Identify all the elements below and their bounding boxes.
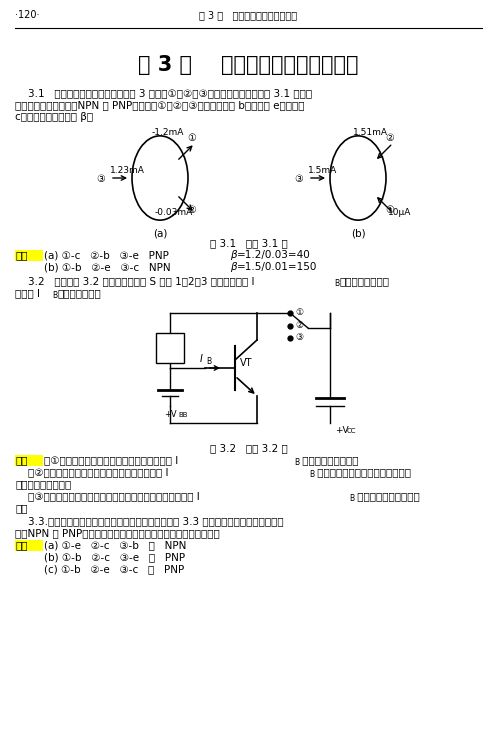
Text: 就等于此导通电流。: 就等于此导通电流。 xyxy=(299,455,358,465)
Text: 小。: 小。 xyxy=(15,503,27,513)
Text: (a) ①-e   ②-c   ③-b   硅   NPN: (a) ①-e ②-c ③-b 硅 NPN xyxy=(44,540,186,550)
Text: CC: CC xyxy=(347,428,356,434)
Text: R: R xyxy=(166,337,173,347)
Text: b: b xyxy=(173,341,178,350)
Text: ①: ① xyxy=(385,205,394,215)
FancyBboxPatch shape xyxy=(15,250,43,261)
Text: ①: ① xyxy=(295,308,303,317)
FancyBboxPatch shape xyxy=(15,540,43,551)
Text: 1.23mA: 1.23mA xyxy=(110,166,145,175)
Text: ③: ③ xyxy=(96,174,105,184)
Text: ①: ① xyxy=(187,133,195,143)
Text: B: B xyxy=(309,470,314,479)
Text: ②: ② xyxy=(385,133,394,143)
Text: ·120·: ·120· xyxy=(15,10,39,20)
Text: B: B xyxy=(294,458,299,467)
Text: c，求出电流放大系数 β。: c，求出电流放大系数 β。 xyxy=(15,112,93,122)
Text: 第 3 章   晶体三极管及其放大电路: 第 3 章 晶体三极管及其放大电路 xyxy=(199,10,298,20)
Text: 解：: 解： xyxy=(15,540,27,550)
Text: (a) ①-c   ②-b   ③-e   PNP: (a) ①-c ②-b ③-e PNP xyxy=(44,250,178,260)
Text: 试判断品体管的类型（NPN 或 PNP），说明①、②、③中哪个是基极 b、发射极 e、集电极: 试判断品体管的类型（NPN 或 PNP），说明①、②、③中哪个是基极 b、发射极… xyxy=(15,100,305,110)
Text: ②: ② xyxy=(295,321,303,330)
Text: 在②时，三极管相当于两个并联的二极管，此时 I: 在②时，三极管相当于两个并联的二极管，此时 I xyxy=(15,467,168,477)
Text: B: B xyxy=(206,357,211,366)
Text: 图 3.1   习题 3.1 图: 图 3.1 习题 3.1 图 xyxy=(210,238,287,248)
Text: 3.1   测得放大电路中的晶体三极管 3 个电极①、②、③的电流大小和方向如图 3.1 所示，: 3.1 测得放大电路中的晶体三极管 3 个电极①、②、③的电流大小和方向如图 3… xyxy=(15,88,312,98)
Text: +V: +V xyxy=(164,410,176,419)
Text: ②: ② xyxy=(187,205,195,215)
Text: 1.5mA: 1.5mA xyxy=(308,166,337,175)
Text: =1.5/0.01=150: =1.5/0.01=150 xyxy=(237,262,318,272)
Text: I: I xyxy=(200,354,203,364)
Text: (b) ①-b   ②-c   ③-e   锗   PNP: (b) ①-b ②-c ③-e 锗 PNP xyxy=(44,552,185,562)
Text: +V: +V xyxy=(335,426,348,435)
Text: 3.2   试判断图 3.2 所示电路中开关 S 放在 1、2、3 哪个位置时的 I: 3.2 试判断图 3.2 所示电路中开关 S 放在 1、2、3 哪个位置时的 I xyxy=(15,276,254,286)
Text: 最小，为什么？: 最小，为什么？ xyxy=(57,288,101,298)
Text: -0.03mA: -0.03mA xyxy=(155,208,193,217)
Text: 以此时的电流最大。: 以此时的电流最大。 xyxy=(15,479,71,489)
Text: B: B xyxy=(334,279,339,288)
Text: 图 3.2   习题 3.2 图: 图 3.2 习题 3.2 图 xyxy=(210,443,287,453)
Text: 置时的 I: 置时的 I xyxy=(15,288,40,298)
FancyBboxPatch shape xyxy=(15,455,43,466)
FancyBboxPatch shape xyxy=(156,333,184,363)
Text: VT: VT xyxy=(240,358,252,368)
Text: ③: ③ xyxy=(294,174,303,184)
Text: 在①时，发射极相当于一个二级管导通，此时 I: 在①时，发射极相当于一个二级管导通，此时 I xyxy=(44,455,178,465)
Text: B: B xyxy=(349,494,354,503)
Text: =1.2/0.03=40: =1.2/0.03=40 xyxy=(237,250,311,260)
Text: 10μA: 10μA xyxy=(388,208,412,217)
Text: (a): (a) xyxy=(153,228,167,238)
Text: 最大；放在哪个位: 最大；放在哪个位 xyxy=(339,276,389,286)
Text: ③: ③ xyxy=(295,333,303,342)
Text: 解：: 解： xyxy=(15,455,27,465)
Text: β: β xyxy=(230,250,237,260)
Text: 解：: 解： xyxy=(15,250,27,260)
Text: 电流下降，此时电流最: 电流下降，此时电流最 xyxy=(354,491,420,501)
Text: (c) ①-b   ②-e   ③-c   锗   PNP: (c) ①-b ②-e ③-c 锗 PNP xyxy=(44,564,184,574)
Text: -1.2mA: -1.2mA xyxy=(152,128,184,137)
Text: 等于两个二极管导通电流之和，所: 等于两个二极管导通电流之和，所 xyxy=(314,467,411,477)
Text: 在③时，发射极导通，集电结反偏，集电结收集电子，所以 I: 在③时，发射极导通，集电结反偏，集电结收集电子，所以 I xyxy=(15,491,200,501)
Text: β: β xyxy=(230,262,237,272)
Text: (b) ①-b   ②-e   ③-c   NPN: (b) ①-b ②-e ③-c NPN xyxy=(44,262,180,272)
Text: 型（NPN 或 PNP）及三个电极，并分别说明它们是硅管还是锗管。: 型（NPN 或 PNP）及三个电极，并分别说明它们是硅管还是锗管。 xyxy=(15,528,220,538)
Text: 1.51mA: 1.51mA xyxy=(353,128,388,137)
Text: 第 3 章    晶体三极管及其放大电路: 第 3 章 晶体三极管及其放大电路 xyxy=(138,55,359,75)
Text: BB: BB xyxy=(178,412,187,418)
Text: (b): (b) xyxy=(351,228,365,238)
Text: 3.3.测得某放大电路中品体三极管各极直流电位如图 3.3 所示，判断品体管三极管的类: 3.3.测得某放大电路中品体三极管各极直流电位如图 3.3 所示，判断品体管三极… xyxy=(15,516,284,526)
Text: B: B xyxy=(52,291,57,300)
